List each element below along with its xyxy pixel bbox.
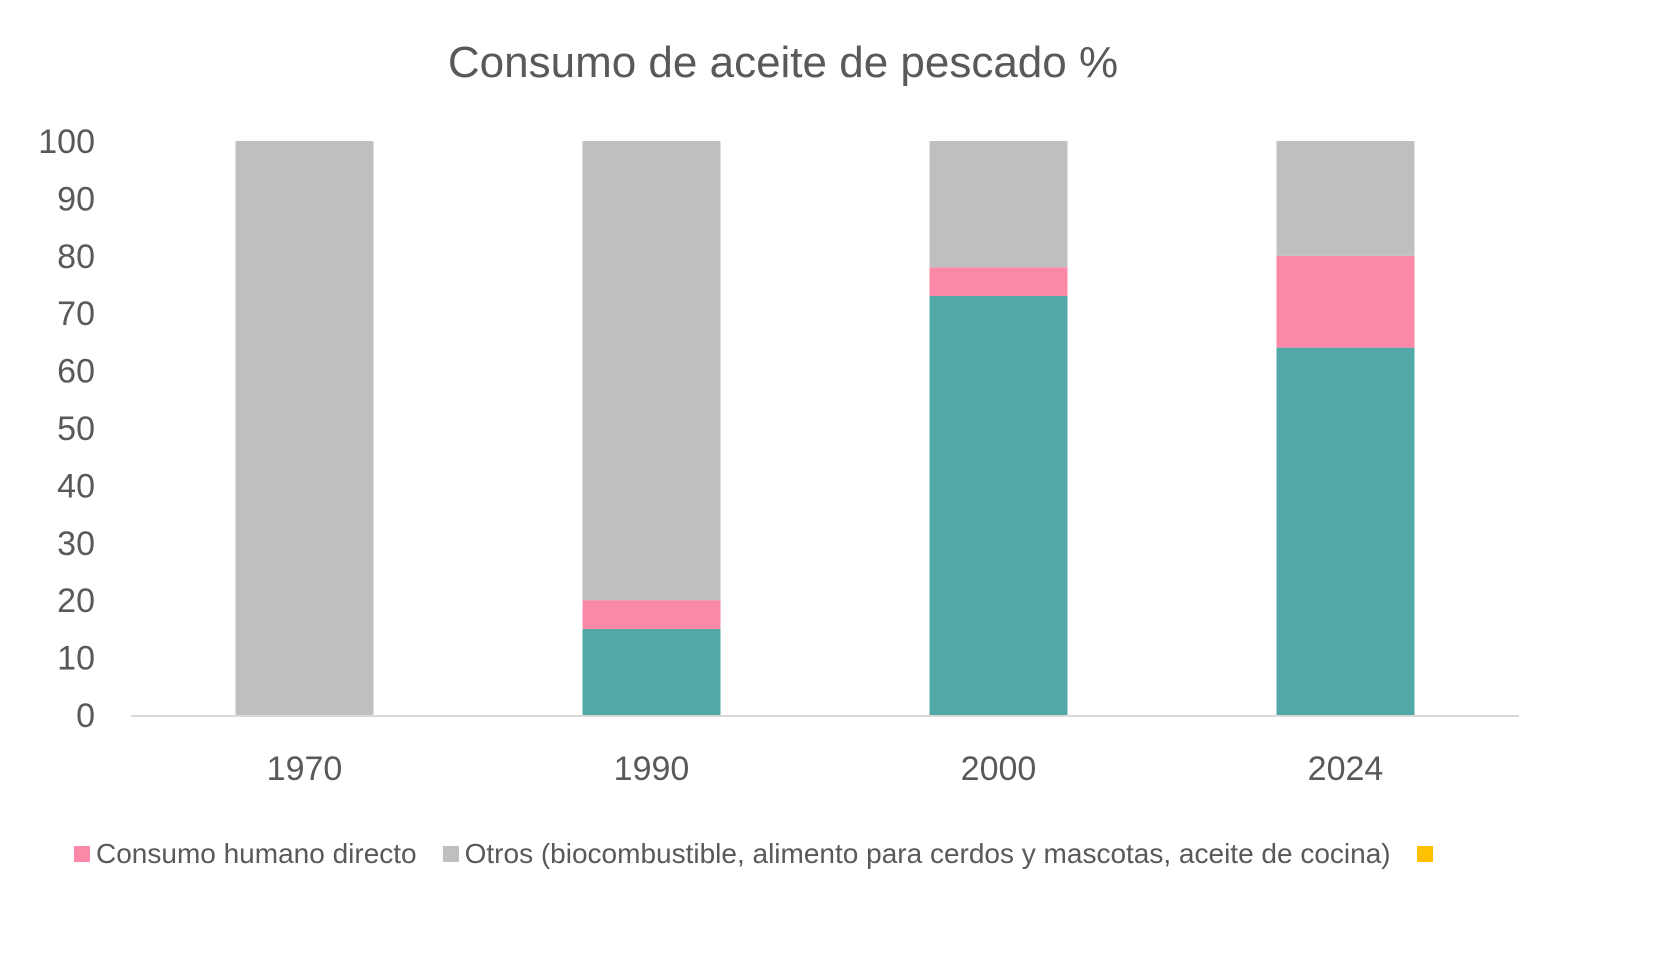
x-tick-label: 1990	[614, 750, 690, 788]
legend-swatch	[442, 846, 459, 862]
legend-swatch	[74, 846, 90, 862]
bar-segment-2000-s2	[929, 141, 1068, 268]
bar-segment-2000-s0	[929, 295, 1068, 715]
legend-label: Otros (biocombustible, alimento para cer…	[464, 838, 1391, 869]
y-tick-label: 40	[57, 467, 95, 505]
bar-segment-1990-s1	[582, 600, 721, 629]
y-tick-label: 60	[57, 353, 95, 391]
x-tick-label: 1970	[267, 750, 343, 788]
legend-label: Consumo humano directo	[96, 838, 417, 869]
x-tick-label: 2000	[961, 750, 1037, 788]
legend-swatch	[1416, 846, 1433, 862]
legend-item-unlabeled	[1416, 846, 1439, 862]
bar-segment-1970-s2	[235, 141, 374, 715]
y-tick-label: 0	[76, 697, 95, 735]
bar-segment-2024-s1	[1276, 255, 1415, 348]
x-tick-label: 2024	[1308, 750, 1384, 788]
bar-segment-1990-s0	[582, 628, 721, 715]
bar-segment-2000-s1	[929, 267, 1068, 296]
y-tick-label: 100	[38, 123, 95, 161]
bar-segment-1990-s2	[582, 141, 721, 601]
legend-item-consumo-humano: Consumo humano directo	[74, 838, 417, 870]
legend: Consumo humano directo Otros (biocombust…	[74, 838, 1465, 870]
bar-segment-2024-s2	[1276, 141, 1415, 256]
y-tick-label: 80	[57, 238, 95, 276]
y-tick-label: 20	[57, 582, 95, 620]
y-tick-label: 90	[57, 180, 95, 218]
y-tick-label: 30	[57, 525, 95, 563]
legend-item-otros: Otros (biocombustible, alimento para cer…	[442, 838, 1391, 870]
chart-title: Consumo de aceite de pescado %	[447, 38, 1119, 87]
y-tick-label: 10	[57, 640, 95, 678]
y-tick-label: 70	[57, 295, 95, 333]
y-tick-label: 50	[57, 410, 95, 448]
bar-segment-2024-s0	[1276, 347, 1415, 715]
